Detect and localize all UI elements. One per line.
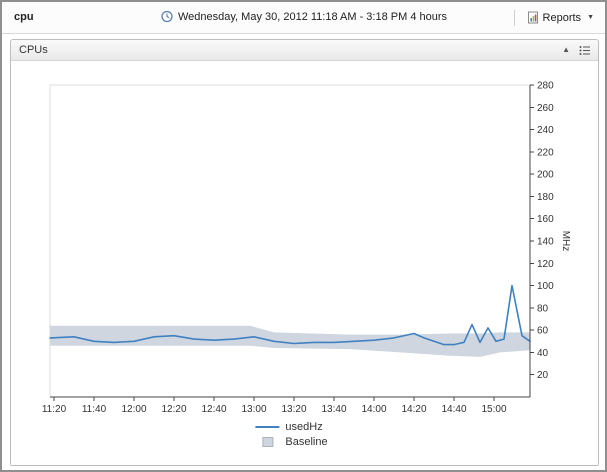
x-tick-label: 11:20	[42, 404, 67, 415]
y-axis-title: MHz	[560, 231, 571, 252]
series-line-usedHz	[49, 284, 531, 346]
toolbar-right: Reports ▼	[513, 8, 597, 27]
x-tick-label: 14:00	[361, 404, 386, 415]
y-tick-label: 20	[537, 370, 549, 381]
baseline-area	[50, 325, 530, 357]
page-title: cpu	[14, 11, 34, 23]
x-tick-label: 13:20	[281, 404, 306, 415]
y-tick-label: 80	[537, 303, 549, 314]
toolbar-separator	[513, 9, 515, 26]
toolbar: cpu Wednesday, May 30, 2012 11:18 AM - 3…	[2, 2, 605, 34]
usedhz-line-swatch	[255, 425, 280, 428]
x-tick-label: 12:20	[161, 404, 186, 415]
cpus-panel: CPUs ▲ 20 40 60 80 100 120 140 160 180 200 220 240 2…	[10, 39, 599, 466]
reports-button-label: Reports	[542, 11, 582, 24]
x-tick-label: 12:40	[201, 404, 226, 415]
x-tick-label: 14:20	[401, 404, 426, 415]
x-tick-label: 13:40	[321, 404, 346, 415]
panel-title: CPUs	[19, 44, 48, 56]
chart-legend: usedHz Baseline	[252, 419, 328, 449]
y-tick-label: 120	[537, 259, 554, 270]
x-tick-label: 14:40	[441, 404, 466, 415]
clock-icon	[160, 10, 173, 23]
chart-region: 20 40 60 80 100 120 140 160 180 200 220 240 260 280 11…	[11, 61, 598, 465]
time-range-label: Wednesday, May 30, 2012 11:18 AM - 3:18 …	[177, 10, 448, 23]
y-tick-label: 280	[537, 81, 554, 92]
legend-label-baseline: Baseline	[285, 435, 328, 448]
panel-header-actions: ▲	[562, 43, 591, 57]
chart-options-icon[interactable]	[579, 45, 591, 56]
y-tick-label: 160	[537, 214, 554, 225]
reports-button[interactable]: Reports ▼	[524, 10, 597, 25]
x-tick-label: 12:00	[121, 404, 146, 415]
x-tick-label: 15:00	[481, 404, 506, 415]
usedhz-swatch-cell	[252, 425, 282, 428]
cpus-panel-header: CPUs ▲	[11, 40, 598, 61]
collapse-panel-icon[interactable]: ▲	[562, 45, 570, 54]
baseline-swatch-cell	[252, 436, 282, 447]
reports-icon	[527, 11, 538, 24]
legend-item-baseline[interactable]: Baseline	[252, 434, 328, 449]
legend-label-usedhz: usedHz	[285, 420, 323, 433]
y-tick-label: 180	[537, 192, 554, 203]
y-tick-label: 140	[537, 237, 554, 248]
y-tick-label: 240	[537, 125, 554, 136]
chevron-down-icon: ▼	[587, 14, 594, 21]
y-tick-label: 100	[537, 281, 554, 292]
y-tick-label: 220	[537, 147, 554, 158]
x-tick-label: 11:40	[82, 404, 107, 415]
y-tick-label: 60	[537, 326, 549, 337]
baseline-area-swatch	[261, 436, 273, 447]
y-tick-label: 200	[537, 170, 554, 181]
legend-item-usedhz[interactable]: usedHz	[252, 419, 327, 434]
cpu-usage-chart: 20 40 60 80 100 120 140 160 180 200 220 240 260 280 11…	[42, 81, 571, 416]
y-tick-label: 260	[537, 103, 554, 114]
x-tick-label: 13:00	[241, 404, 266, 415]
time-range: Wednesday, May 30, 2012 11:18 AM - 3:18 …	[160, 10, 447, 23]
y-tick-label: 40	[537, 348, 549, 359]
